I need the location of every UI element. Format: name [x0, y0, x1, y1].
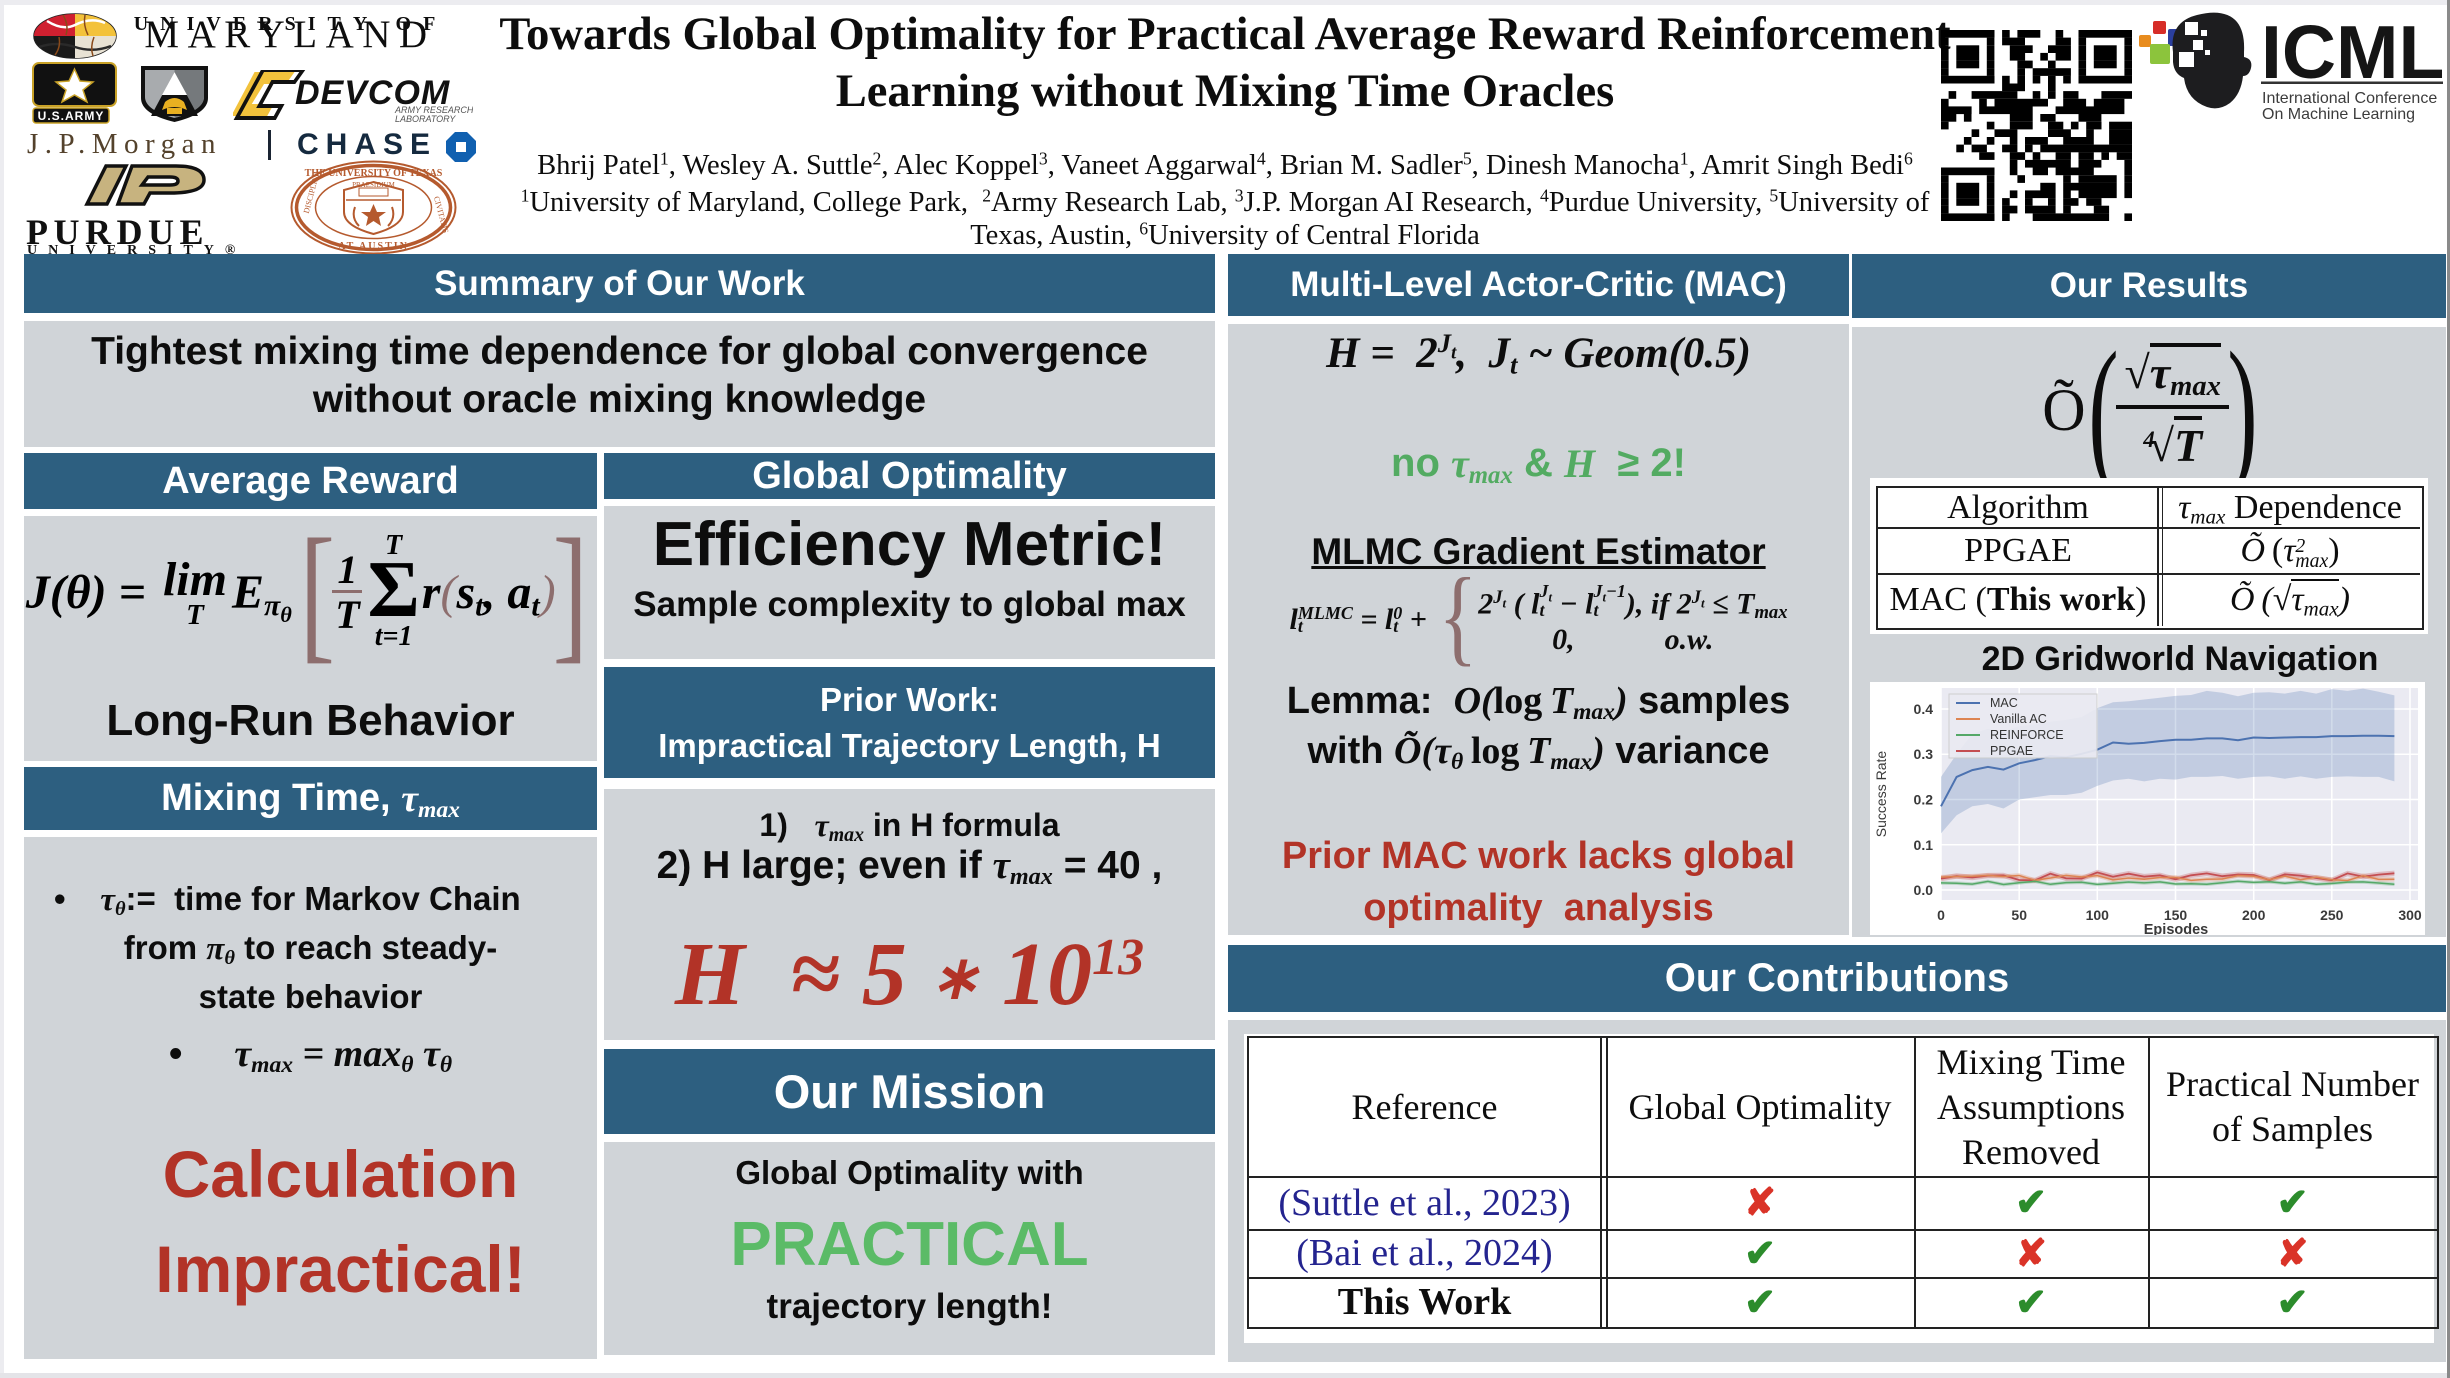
svg-text:Success Rate: Success Rate [1873, 751, 1889, 838]
svg-text:0.1: 0.1 [1914, 837, 1934, 853]
svg-text:0.2: 0.2 [1914, 792, 1934, 808]
svg-text:PRAESIDIUM: PRAESIDIUM [352, 181, 396, 189]
svg-text:THE UNIVERSITY OF TEXAS: THE UNIVERSITY OF TEXAS [305, 168, 443, 179]
svg-text:100: 100 [2086, 907, 2110, 923]
svg-text:DEVCOM: DEVCOM [295, 74, 450, 112]
svg-text:International Conference: International Conference [2262, 90, 2437, 107]
svg-text:On Machine Learning: On Machine Learning [2262, 106, 2415, 123]
svg-text:MAC: MAC [1990, 696, 2018, 710]
svg-text:AT AUSTIN: AT AUSTIN [338, 241, 409, 252]
svg-text:0.0: 0.0 [1914, 882, 1934, 898]
svg-text:0: 0 [1937, 907, 1945, 923]
svg-text:200: 200 [2242, 907, 2266, 923]
svg-text:ICML: ICML [2261, 10, 2443, 94]
svg-text:0.3: 0.3 [1914, 746, 1934, 762]
svg-text:300: 300 [2398, 907, 2422, 923]
svg-text:PPGAE: PPGAE [1990, 744, 2033, 758]
svg-text:CIVITATIS: CIVITATIS [432, 195, 450, 234]
svg-text:50: 50 [2011, 907, 2027, 923]
svg-text:LABORATORY: LABORATORY [395, 114, 456, 122]
svg-text:REINFORCE: REINFORCE [1990, 728, 2064, 742]
svg-text:Episodes: Episodes [2144, 922, 2208, 935]
svg-text:ARMY RESEARCH: ARMY RESEARCH [394, 105, 473, 115]
svg-text:250: 250 [2320, 907, 2344, 923]
svg-text:U.S.ARMY: U.S.ARMY [38, 109, 105, 123]
svg-text:0.4: 0.4 [1914, 701, 1934, 717]
svg-text:150: 150 [2164, 907, 2188, 923]
svg-text:Vanilla AC: Vanilla AC [1990, 712, 2047, 726]
